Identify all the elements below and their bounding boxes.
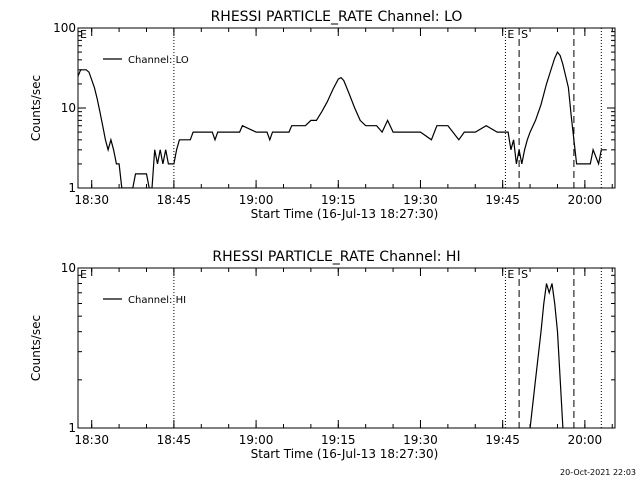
y-tick-label: 100	[53, 21, 76, 35]
panel-lo-channel: RHESSI PARTICLE_RATE Channel: LO 18:30 18:…	[29, 9, 616, 221]
x-tick-label: 20:00	[568, 433, 603, 447]
x-tick-label: 20:00	[568, 193, 603, 207]
x-axis-label: Start Time (16-Jul-13 18:27:30)	[251, 447, 439, 461]
time-marker-label: S	[521, 268, 528, 281]
series-line	[78, 50, 607, 188]
y-tick-label: 1	[68, 181, 76, 195]
x-tick-label: 19:30	[403, 193, 438, 207]
x-tick-label: 19:00	[239, 433, 274, 447]
x-tick-label: 18:45	[157, 433, 192, 447]
generation-timestamp: 20-Oct-2021 22:03	[560, 468, 636, 477]
chart-title: RHESSI PARTICLE_RATE Channel: HI	[212, 249, 460, 265]
x-tick-label: 18:30	[74, 193, 109, 207]
x-tick-label: 18:30	[74, 433, 109, 447]
x-tick-label: 19:15	[321, 433, 356, 447]
series-line	[529, 283, 564, 428]
x-tick-label: 19:30	[403, 433, 438, 447]
y-tick-label: 10	[61, 101, 76, 115]
x-tick-label: 18:45	[157, 193, 192, 207]
y-axis-label: Counts/sec	[29, 75, 43, 141]
y-tick-label: 10	[61, 261, 76, 275]
x-tick-label: 19:15	[321, 193, 356, 207]
start-marker-label: E	[80, 268, 87, 281]
x-tick-label: 19:45	[485, 193, 520, 207]
chart-title: RHESSI PARTICLE_RATE Channel: LO	[211, 9, 463, 25]
y-tick-label: 1	[68, 421, 76, 435]
x-tick-label: 19:00	[239, 193, 274, 207]
y-axis-label: Counts/sec	[29, 315, 43, 381]
time-marker-label: E	[507, 28, 514, 41]
legend-label: Channel: HI	[128, 295, 186, 306]
start-marker-label: E	[80, 28, 87, 41]
plot-frame	[77, 267, 616, 429]
x-axis-label: Start Time (16-Jul-13 18:27:30)	[251, 207, 439, 221]
legend-label: Channel: LO	[128, 55, 189, 66]
panel-hi-channel: RHESSI PARTICLE_RATE Channel: HI 18:30 18:…	[29, 249, 616, 461]
time-marker-label: E	[507, 268, 514, 281]
x-tick-label: 19:45	[485, 433, 520, 447]
time-marker-label: S	[521, 28, 528, 41]
